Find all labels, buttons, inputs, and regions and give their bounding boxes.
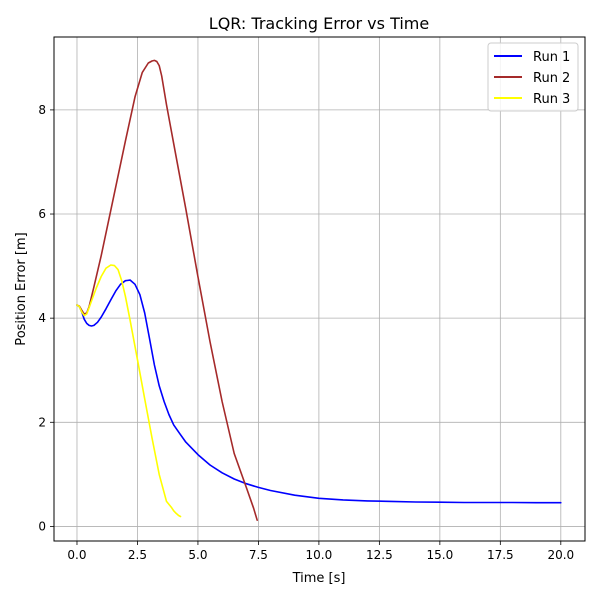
legend-label-run-1: Run 1 bbox=[533, 50, 570, 65]
y-tick-label: 4 bbox=[38, 311, 46, 325]
y-tick-label: 8 bbox=[38, 103, 46, 117]
legend: Run 1 Run 2 Run 3 bbox=[487, 42, 579, 112]
series-line-run-3 bbox=[76, 264, 182, 518]
legend-label-run-2: Run 2 bbox=[533, 71, 570, 86]
legend-label-run-3: Run 3 bbox=[533, 92, 570, 107]
plot-frame bbox=[53, 36, 586, 542]
chart-title: LQR: Tracking Error vs Time bbox=[209, 14, 429, 33]
legend-frame bbox=[487, 42, 579, 112]
x-tick-label: 2.5 bbox=[128, 548, 147, 562]
y-tick-label: 0 bbox=[38, 519, 46, 533]
y-tick-label: 6 bbox=[38, 207, 46, 221]
x-tick-label: 7.5 bbox=[249, 548, 268, 562]
x-tick-label: 15.0 bbox=[426, 548, 453, 562]
grid bbox=[54, 37, 585, 541]
x-tick-label: 17.5 bbox=[487, 548, 514, 562]
x-tick-label: 10.0 bbox=[306, 548, 333, 562]
y-tick-label: 2 bbox=[38, 415, 46, 429]
plot-lines bbox=[76, 59, 562, 522]
axis-ticks: 0.0 2.5 5.0 7.5 10.0 12.5 15.0 17.5 20.0 0 2 4 6 8 bbox=[38, 103, 574, 562]
series-line-run-1 bbox=[76, 279, 562, 504]
x-tick-label: 20.0 bbox=[547, 548, 574, 562]
y-axis-label: Position Error [m] bbox=[14, 232, 29, 345]
x-tick-label: 0.0 bbox=[67, 548, 86, 562]
x-axis-label: Time [s] bbox=[292, 571, 346, 586]
x-tick-label: 5.0 bbox=[188, 548, 207, 562]
x-tick-label: 12.5 bbox=[366, 548, 393, 562]
